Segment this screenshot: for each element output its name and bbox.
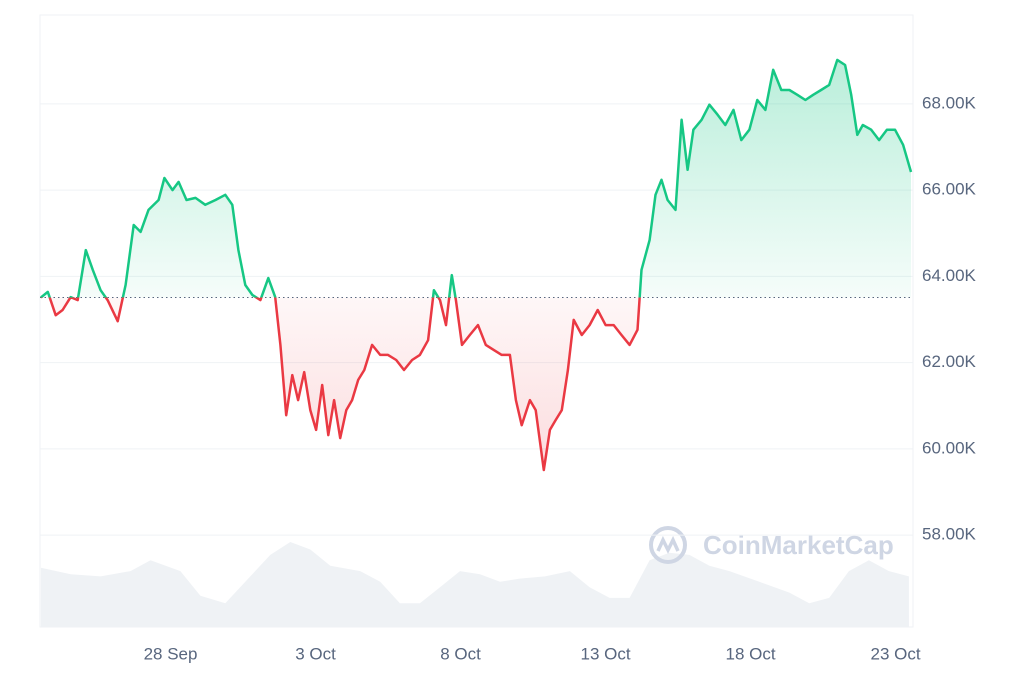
y-tick-label: 58.00K xyxy=(922,525,977,544)
y-tick-label: 60.00K xyxy=(922,438,977,457)
x-tick-label: 3 Oct xyxy=(295,644,336,663)
x-tick-label: 18 Oct xyxy=(726,644,776,663)
volume-area xyxy=(40,542,909,627)
x-tick-label: 28 Sep xyxy=(144,644,198,663)
y-tick-label: 66.00K xyxy=(922,180,977,199)
watermark-logo xyxy=(649,526,687,564)
watermark-text: CoinMarketCap xyxy=(703,530,894,560)
x-tick-label: 13 Oct xyxy=(581,644,631,663)
price-area xyxy=(40,59,911,471)
y-tick-label: 64.00K xyxy=(922,266,977,285)
x-tick-label: 8 Oct xyxy=(440,644,481,663)
price-line xyxy=(40,58,913,472)
y-tick-label: 62.00K xyxy=(922,352,977,371)
x-tick-label: 23 Oct xyxy=(871,644,921,663)
watermark-logo-mark xyxy=(656,535,680,554)
y-tick-label: 68.00K xyxy=(922,93,977,112)
